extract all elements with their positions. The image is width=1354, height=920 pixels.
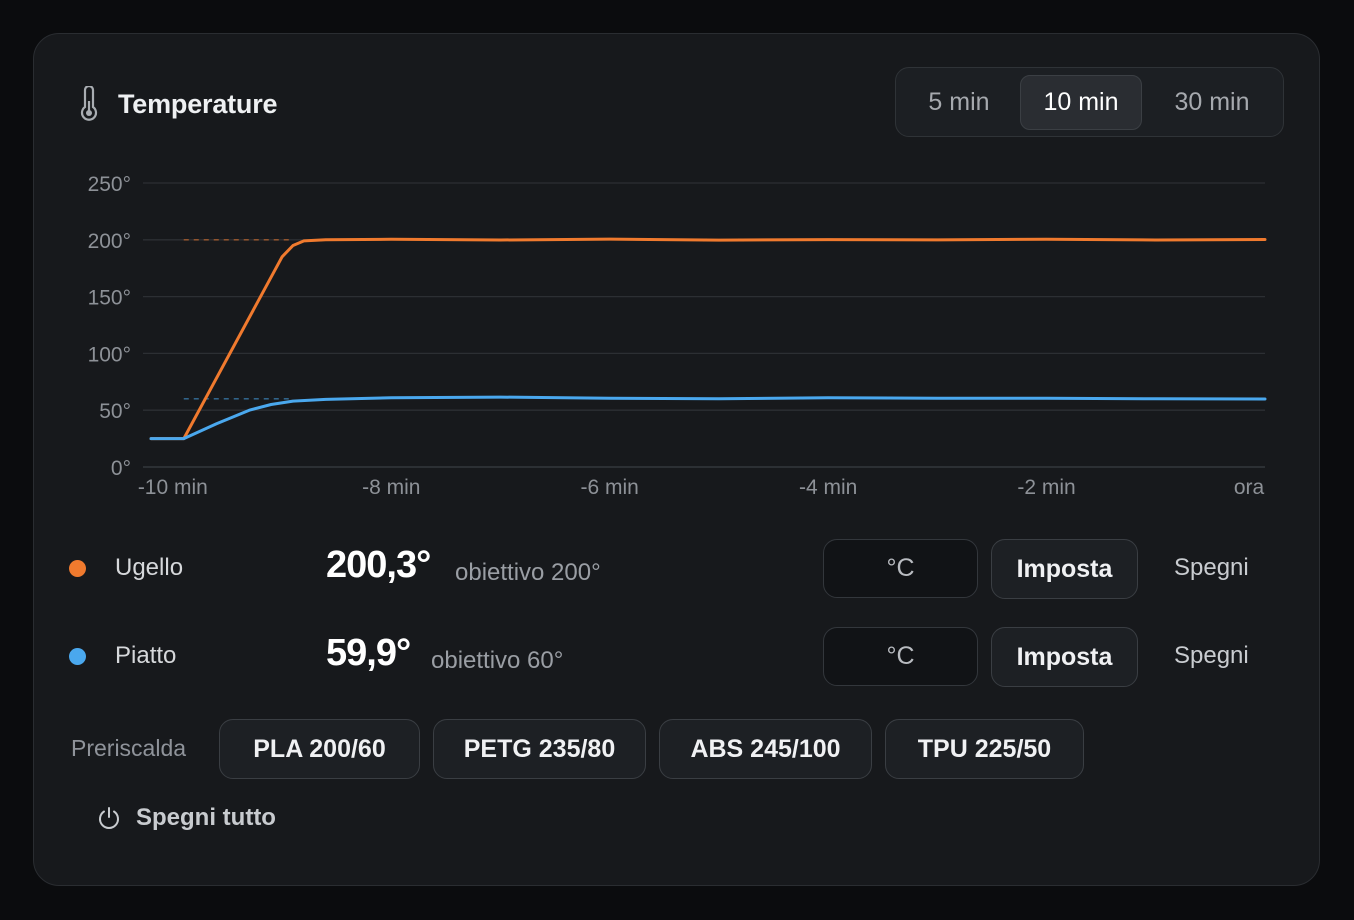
- bed-color-dot: [69, 648, 86, 665]
- nozzle-temp-input[interactable]: °C: [823, 539, 978, 598]
- thermometer-icon: [80, 86, 98, 121]
- card-title: Temperature: [118, 88, 278, 119]
- x-tick-label: -10 min: [138, 476, 208, 499]
- x-tick-label: -8 min: [362, 476, 420, 499]
- nozzle-off-button[interactable]: Spegni: [1174, 554, 1249, 581]
- nozzle-current-temp: 200,3°: [326, 544, 431, 586]
- y-tick-label: 250°: [88, 173, 131, 196]
- nozzle-color-dot: [69, 560, 86, 577]
- nozzle-unit-placeholder: °C: [886, 554, 915, 582]
- preheat-label: Preriscalda: [71, 735, 187, 761]
- card-header: Temperature: [76, 86, 278, 122]
- temperature-chart: 250° 200° 150° 100° 50° 0° -10 min -8 min -6 min…: [88, 173, 1267, 499]
- nozzle-set-button[interactable]: Imposta: [991, 539, 1138, 599]
- series-line-bed: [149, 395, 1267, 441]
- bed-unit-placeholder: °C: [886, 642, 915, 670]
- bed-current-temp: 59,9°: [326, 632, 411, 674]
- preset-petg-button[interactable]: PETG 235/80: [433, 719, 646, 779]
- y-tick-label: 200°: [88, 230, 131, 253]
- time-range-selector: 5 min 10 min 30 min: [895, 67, 1284, 137]
- nozzle-target-temp: obiettivo 200°: [455, 559, 601, 586]
- range-30min-button[interactable]: 30 min: [1174, 88, 1250, 116]
- x-tick-label: -2 min: [1017, 476, 1075, 499]
- series-line-nozzle: [149, 237, 1267, 441]
- bed-target-temp: obiettivo 60°: [431, 647, 564, 674]
- bed-label: Piatto: [115, 642, 177, 669]
- preset-pla-button[interactable]: PLA 200/60: [219, 719, 420, 779]
- preset-tpu-button[interactable]: TPU 225/50: [885, 719, 1084, 779]
- nozzle-label: Ugello: [115, 554, 184, 581]
- bed-temp-input[interactable]: °C: [823, 627, 978, 686]
- range-10min-button[interactable]: 10 min: [1020, 75, 1142, 130]
- y-tick-label: 0°: [111, 457, 131, 480]
- power-off-all-button[interactable]: Spegni tutto: [96, 804, 276, 832]
- bed-off-button[interactable]: Spegni: [1174, 642, 1249, 669]
- power-icon: [99, 807, 119, 829]
- y-tick-label: 150°: [88, 287, 131, 310]
- x-tick-label: ora: [1234, 476, 1265, 499]
- bed-set-button[interactable]: Imposta: [991, 627, 1138, 687]
- power-off-all-label: Spegni tutto: [136, 804, 276, 831]
- x-tick-label: -6 min: [581, 476, 639, 499]
- y-tick-label: 50°: [99, 400, 131, 423]
- temperature-card: Temperature 5 min 10 min 30 min 250° 200°…: [33, 33, 1320, 886]
- y-tick-label: 100°: [88, 343, 131, 366]
- range-5min-button[interactable]: 5 min: [928, 88, 990, 116]
- x-tick-label: -4 min: [799, 476, 857, 499]
- preset-abs-button[interactable]: ABS 245/100: [659, 719, 872, 779]
